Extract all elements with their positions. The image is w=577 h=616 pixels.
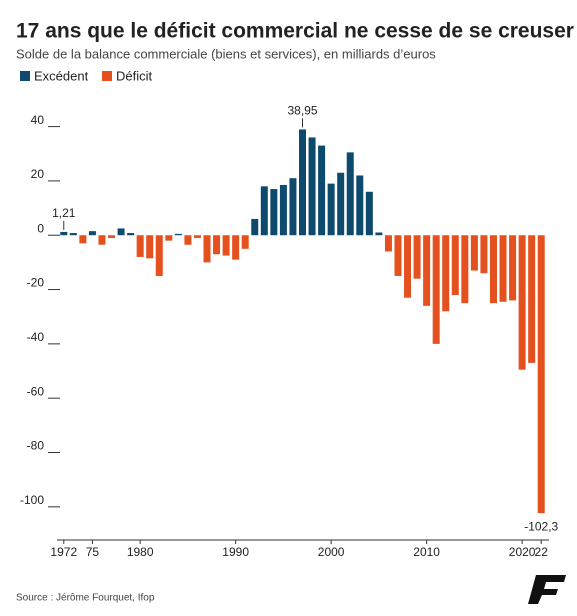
legend-swatch xyxy=(20,71,30,81)
y-tick-label: -100 xyxy=(20,493,44,507)
bar xyxy=(108,235,116,238)
bar xyxy=(394,235,402,276)
value-label: 38,95 xyxy=(287,104,317,118)
x-tick-label: 2010 xyxy=(413,545,440,559)
bar xyxy=(165,235,173,241)
y-tick-label: 40 xyxy=(31,113,45,127)
bar xyxy=(461,235,469,304)
x-tick-label: 1980 xyxy=(127,545,154,559)
y-tick-label: -60 xyxy=(27,384,45,398)
bar xyxy=(318,145,326,236)
bar xyxy=(299,129,306,236)
bar xyxy=(193,235,201,238)
bar xyxy=(98,235,106,245)
y-tick-label: -80 xyxy=(27,439,45,453)
bar xyxy=(213,235,221,255)
bar xyxy=(404,235,412,298)
bar xyxy=(470,235,478,271)
bar xyxy=(127,233,135,236)
bar xyxy=(146,235,154,259)
x-tick-label: 2020 xyxy=(509,545,536,559)
x-tick-label: 1990 xyxy=(222,545,249,559)
bar xyxy=(327,183,335,236)
x-tick-label: 2000 xyxy=(318,545,345,559)
bar xyxy=(222,235,230,256)
bar xyxy=(279,184,287,236)
chart-subtitle: Solde de la balance commerciale (biens e… xyxy=(16,46,436,61)
x-tick-label: 1972 xyxy=(50,545,77,559)
y-tick-label: -40 xyxy=(27,330,45,344)
legend-label: Excédent xyxy=(34,68,89,83)
bar xyxy=(346,152,354,236)
bar xyxy=(79,235,87,244)
bar xyxy=(423,235,431,306)
bar xyxy=(509,235,517,301)
bar xyxy=(155,235,163,276)
bar xyxy=(365,191,373,236)
y-tick-label: 20 xyxy=(31,167,45,181)
bar xyxy=(117,228,125,236)
bar xyxy=(174,233,182,236)
bar xyxy=(384,235,392,252)
bar xyxy=(184,235,192,245)
bar xyxy=(289,178,297,236)
bar xyxy=(528,235,536,363)
bar xyxy=(203,235,211,263)
bar xyxy=(88,231,96,236)
bar xyxy=(442,235,450,312)
bar xyxy=(499,235,507,302)
bar xyxy=(451,235,459,295)
bar xyxy=(260,186,268,236)
bar xyxy=(480,235,488,274)
value-label: -102,3 xyxy=(524,519,558,533)
bar xyxy=(432,235,440,344)
bar xyxy=(136,235,144,257)
value-label: 1,21 xyxy=(52,206,76,220)
chart-title: 17 ans que le déficit commercial ne cess… xyxy=(16,20,574,43)
source: Source : Jérôme Fourquet, Ifop xyxy=(16,593,155,604)
y-tick-label: -20 xyxy=(27,276,45,290)
bar xyxy=(60,231,68,236)
x-tick-label: 75 xyxy=(86,545,100,559)
bar xyxy=(489,235,497,304)
bar xyxy=(356,175,364,236)
x-tick-label: 22 xyxy=(535,545,549,559)
bar xyxy=(69,233,77,236)
bar xyxy=(413,235,421,279)
bar xyxy=(337,172,345,236)
bar xyxy=(241,235,249,249)
bar xyxy=(270,189,278,236)
bar xyxy=(537,235,545,514)
logo xyxy=(528,575,566,604)
y-tick-label: 0 xyxy=(37,221,44,235)
bar xyxy=(308,137,316,236)
bar xyxy=(251,218,259,236)
bar xyxy=(232,235,240,260)
legend-label: Déficit xyxy=(116,68,153,83)
bar xyxy=(518,235,526,370)
legend-swatch xyxy=(102,71,112,81)
bar xyxy=(375,232,383,236)
